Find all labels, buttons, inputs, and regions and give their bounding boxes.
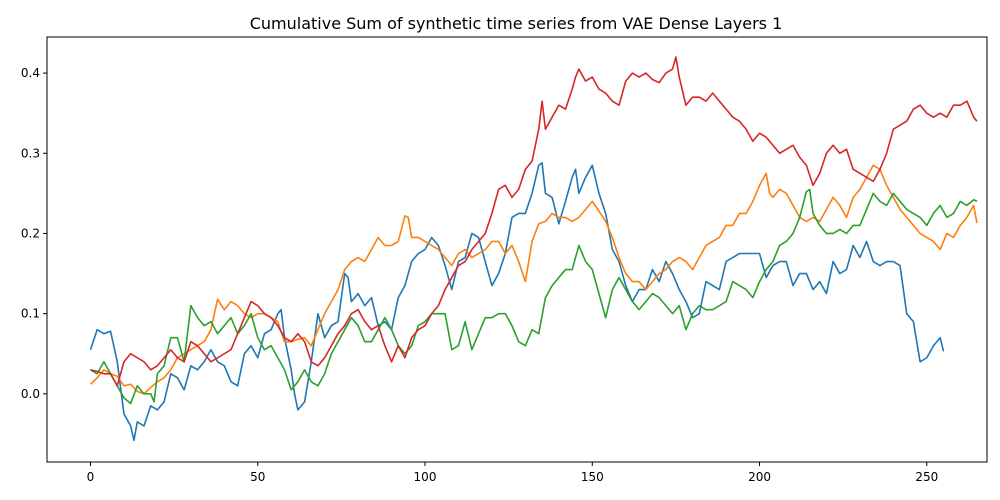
chart-title: Cumulative Sum of synthetic time series … [250, 14, 783, 33]
series-line-1 [89, 162, 945, 442]
y-tick-label: 0.1 [21, 307, 40, 321]
x-axis: 0 50 100 150 200 250 [87, 462, 938, 484]
series-line-2 [89, 164, 978, 395]
x-tick-label: 50 [250, 470, 265, 484]
y-tick-label: 0.0 [21, 387, 40, 401]
y-tick-label: 0.2 [21, 226, 40, 240]
x-tick-label: 200 [748, 470, 771, 484]
series-line-4 [90, 56, 978, 387]
x-tick-label: 100 [414, 470, 437, 484]
axes-frame [46, 36, 988, 463]
plot-area [46, 36, 988, 463]
x-tick-label: 250 [915, 470, 938, 484]
series-layer [89, 56, 978, 442]
y-axis: 0.0 0.1 0.2 0.3 0.4 [21, 66, 47, 401]
x-tick-label: 0 [87, 470, 95, 484]
series-line-3 [90, 188, 978, 405]
y-tick-label: 0.3 [21, 146, 40, 160]
y-tick-label: 0.4 [21, 66, 40, 80]
x-tick-label: 150 [581, 470, 604, 484]
